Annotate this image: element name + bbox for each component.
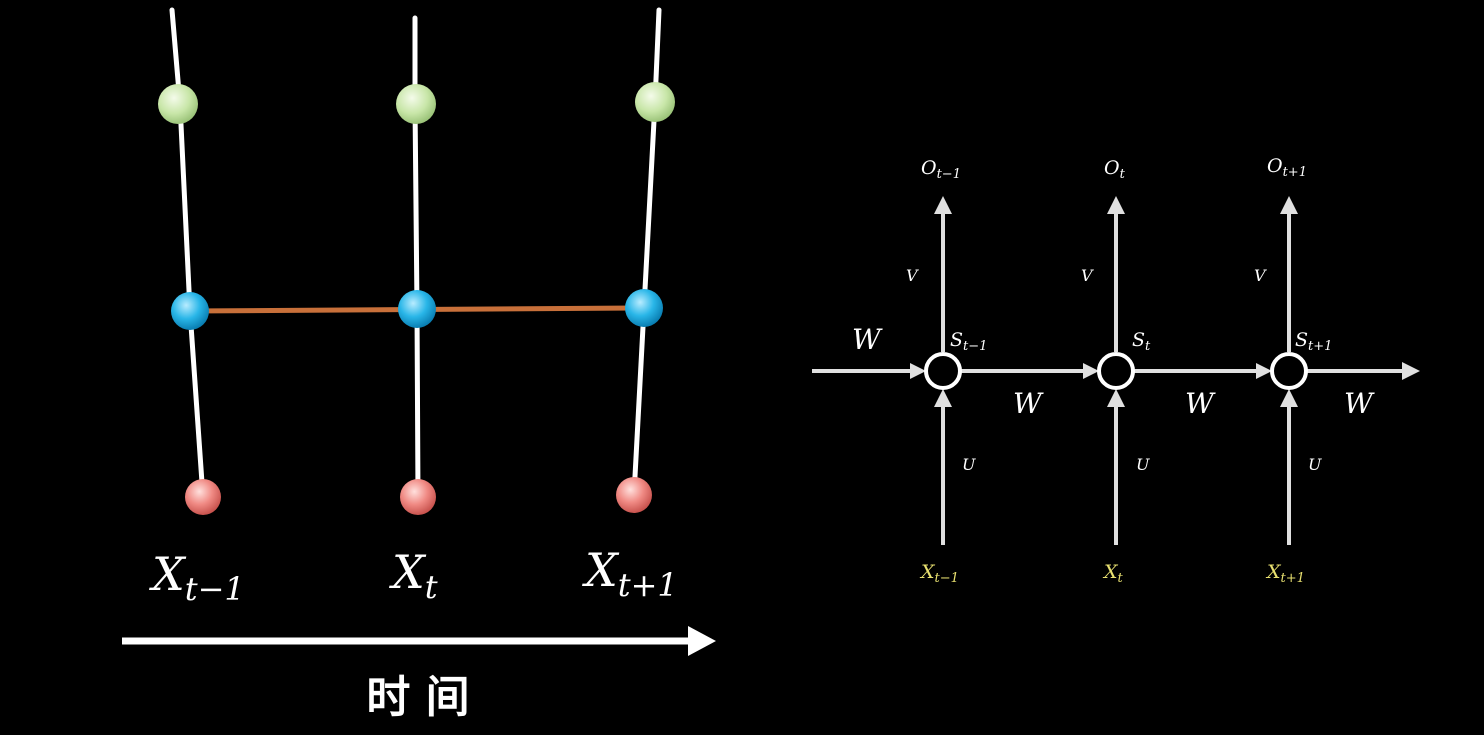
time-arrow <box>122 626 716 656</box>
input-label-t-plus-1: Xt+1 <box>1265 561 1305 586</box>
column-line-t-minus-1 <box>169 7 206 500</box>
left-input-label-t-minus-1: Xt−1 <box>149 547 245 608</box>
state-node-t-minus-1 <box>924 352 962 390</box>
left-input-label-t-plus-1: Xt+1 <box>582 543 678 604</box>
left-input-label-t: Xt <box>389 545 438 606</box>
output-node-t-plus-1 <box>635 82 675 122</box>
right-rnn-schematic <box>812 196 1420 545</box>
state-label-t-minus-1: St−1 <box>950 329 987 354</box>
input-node-t <box>400 479 436 515</box>
output-node-t <box>396 84 436 124</box>
output-label-t-minus-1: Ot−1 <box>921 157 961 182</box>
output-label-t-plus-1: Ot+1 <box>1267 155 1307 180</box>
column-line-t <box>412 15 421 500</box>
weight-v-label-3: V <box>1254 266 1267 285</box>
output-arrowheads <box>934 196 1298 214</box>
column-lines <box>169 7 662 500</box>
hidden-node-t-minus-1 <box>171 292 209 330</box>
left-unrolled-rnn: Xt−1 Xt Xt+1 时 间 <box>122 7 716 723</box>
weight-v-label-2: V <box>1081 266 1094 285</box>
input-label-t: Xt <box>1102 561 1124 586</box>
output-label-t: Ot <box>1104 157 1126 182</box>
weight-w-label-1: W <box>1013 387 1044 420</box>
state-node-t-plus-1 <box>1270 352 1308 390</box>
state-label-t: St <box>1132 329 1151 354</box>
state-label-t-plus-1: St+1 <box>1295 329 1332 354</box>
weight-u-label-2: U <box>1136 455 1150 474</box>
input-arrows <box>941 404 1291 545</box>
column-line-t-plus-1 <box>631 7 662 498</box>
state-node-t <box>1097 352 1135 390</box>
time-label: 时 间 <box>366 672 469 723</box>
output-node-t-minus-1 <box>158 84 198 124</box>
input-label-t-minus-1: Xt−1 <box>919 561 959 586</box>
right-labels: Ot−1 Ot Ot+1 V V V St−1 St St+1 W W W W … <box>852 155 1375 586</box>
weight-w-label-in: W <box>852 323 883 356</box>
weight-u-label-1: U <box>962 455 976 474</box>
input-node-t-plus-1 <box>616 477 652 513</box>
weight-w-label-3: W <box>1344 387 1375 420</box>
hidden-node-t <box>398 290 436 328</box>
weight-v-label-1: V <box>906 266 919 285</box>
input-arrowheads <box>934 389 1298 407</box>
weight-w-label-2: W <box>1185 387 1216 420</box>
recurrent-arrowheads <box>910 362 1420 380</box>
input-node-t-minus-1 <box>185 479 221 515</box>
hidden-node-t-plus-1 <box>625 289 663 327</box>
output-arrows <box>941 212 1291 352</box>
weight-u-label-3: U <box>1308 455 1322 474</box>
